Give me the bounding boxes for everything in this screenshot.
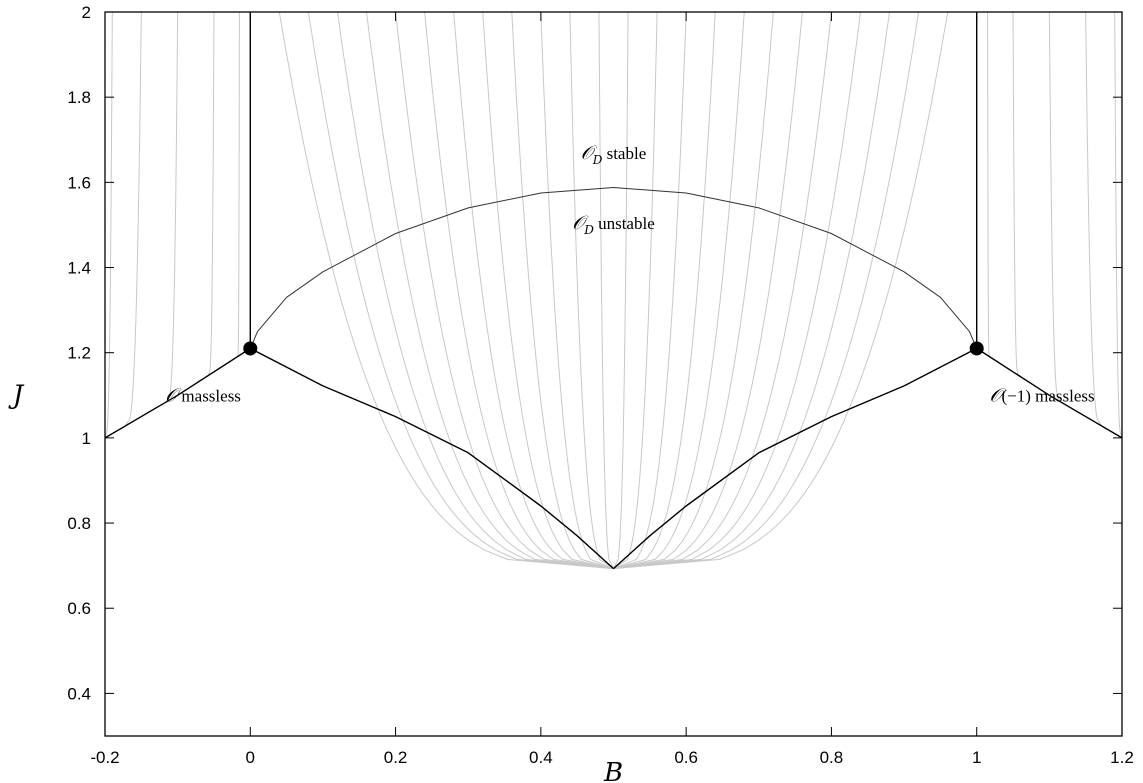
critical-point bbox=[243, 341, 258, 356]
flow-line-outer bbox=[124, 11, 142, 427]
x-tick-label: 0.8 bbox=[820, 748, 844, 767]
x-tick-label: 1.2 bbox=[1110, 748, 1134, 767]
lower-boundary-right bbox=[613, 347, 978, 570]
flow-line bbox=[598, 12, 614, 569]
stability-arc bbox=[249, 187, 978, 349]
y-tick-label: 1.2 bbox=[67, 344, 91, 363]
flow-line-outer bbox=[1012, 11, 1019, 376]
flow-line bbox=[613, 11, 774, 570]
flow-line bbox=[613, 11, 745, 570]
flow-line-outer bbox=[208, 11, 215, 376]
flow-line bbox=[366, 11, 614, 570]
x-tick-label: 0 bbox=[246, 748, 255, 767]
flow-line bbox=[482, 11, 614, 570]
flow-line bbox=[613, 11, 716, 570]
plot-frame bbox=[104, 11, 1123, 737]
flow-line bbox=[613, 11, 658, 570]
x-tick-label: 0.4 bbox=[529, 748, 553, 767]
outer-boundary-right bbox=[976, 347, 1123, 439]
y-tick-label: 1.8 bbox=[67, 88, 91, 107]
critical-point bbox=[969, 341, 984, 356]
x-tick-label: 0.2 bbox=[384, 748, 408, 767]
flow-line bbox=[511, 11, 614, 570]
lower-boundary-left bbox=[249, 347, 614, 570]
flow-line bbox=[307, 11, 614, 570]
flow-line-outer bbox=[987, 12, 990, 357]
annotation: 𝒪D unstable bbox=[572, 212, 655, 237]
annotations: 𝒪 massless 𝒪(−1) massless 𝒪D stable 𝒪D unst… bbox=[165, 142, 1094, 407]
axis-ticks: -0.2 0 0.2 0.4 0.6 0.8 1 1.2 0.4 0.6 0.8 1 1.2 1.4 1.6… bbox=[67, 3, 1133, 767]
y-tick-label: 0.8 bbox=[67, 514, 91, 533]
y-tick-label: 2 bbox=[82, 3, 91, 22]
flow-line bbox=[453, 11, 614, 570]
flow-line-outer bbox=[1048, 12, 1061, 402]
flow-line bbox=[278, 11, 614, 570]
flow-line bbox=[540, 11, 614, 570]
flow-line-outer bbox=[166, 12, 179, 402]
outer-boundary-left bbox=[104, 347, 251, 439]
y-tick-label: 1 bbox=[82, 429, 91, 448]
x-tick-label: -0.2 bbox=[90, 748, 119, 767]
x-tick-label: 1 bbox=[972, 748, 981, 767]
flow-line bbox=[613, 11, 687, 570]
annotation: 𝒪(−1) massless bbox=[990, 385, 1095, 407]
x-tick-label: 0.6 bbox=[674, 748, 698, 767]
flow-line bbox=[613, 11, 920, 570]
flow-line bbox=[613, 11, 949, 570]
critical-points bbox=[243, 341, 984, 356]
annotation: 𝒪 massless bbox=[165, 385, 241, 407]
y-tick-label: 0.6 bbox=[67, 599, 91, 618]
flow-line bbox=[395, 11, 614, 570]
flow-line bbox=[613, 12, 629, 569]
flow-line-outer bbox=[104, 11, 113, 439]
x-axis-label: B bbox=[603, 758, 623, 783]
flow-line bbox=[613, 11, 861, 570]
annotation: 𝒪D stable bbox=[581, 142, 647, 167]
flow-line-outer bbox=[1114, 11, 1123, 439]
flow-line-outer bbox=[1085, 11, 1103, 427]
flow-line bbox=[569, 11, 614, 570]
y-tick-label: 1.6 bbox=[67, 173, 91, 192]
flow-lines bbox=[104, 11, 1123, 570]
y-tick-label: 0.4 bbox=[67, 684, 91, 703]
boundary-curves bbox=[104, 12, 1123, 570]
flow-line bbox=[613, 11, 890, 570]
y-tick-label: 1.4 bbox=[67, 259, 91, 278]
flow-line bbox=[337, 11, 614, 570]
flow-line-outer bbox=[237, 12, 240, 357]
y-axis-label: J bbox=[8, 380, 25, 410]
flow-line bbox=[613, 11, 832, 570]
